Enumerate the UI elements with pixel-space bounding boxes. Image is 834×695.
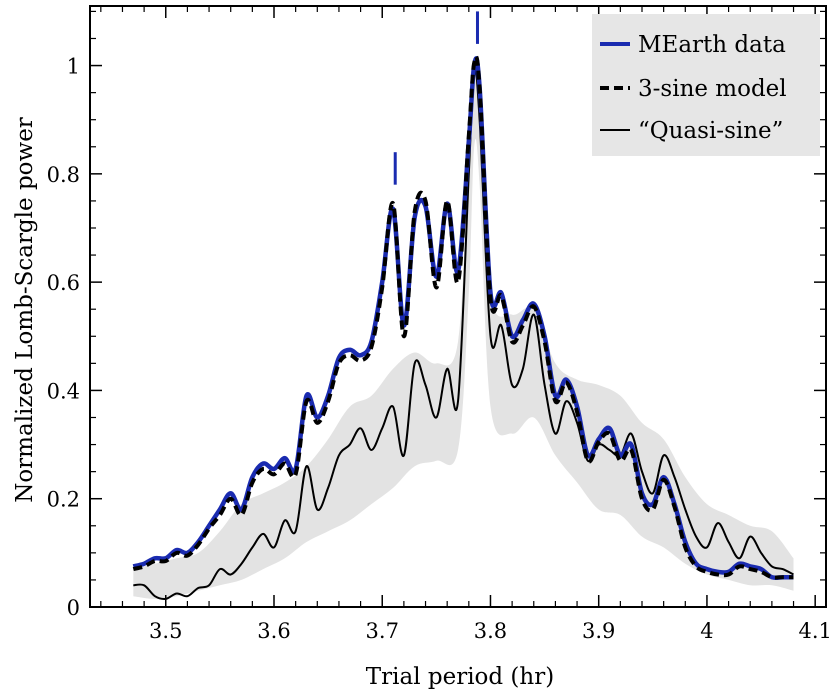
- x-tick-label: 3.7: [366, 619, 399, 643]
- x-tick-label: 4: [700, 619, 713, 643]
- y-tick-label: 0.4: [47, 379, 80, 403]
- quasi-sine-band: [133, 60, 794, 599]
- quasi-sine-band-layer: [133, 60, 794, 599]
- x-tick-label: 4.1: [798, 619, 831, 643]
- x-axis-label: Trial period (hr): [366, 664, 554, 690]
- y-axis-label: Normalized Lomb-Scargle power: [12, 117, 38, 503]
- legend: MEarth data 3-sine model “Quasi-sine”: [592, 14, 820, 156]
- legend-label-quasi: “Quasi-sine”: [638, 118, 783, 144]
- three-sine-model-line: [132, 54, 794, 580]
- legend-label-mearth: MEarth data: [638, 32, 786, 58]
- legend-label-model: 3-sine model: [638, 76, 787, 102]
- x-tick-label: 3.5: [149, 619, 182, 643]
- plot-frame: [89, 5, 827, 608]
- y-tick-label: 0.8: [47, 163, 80, 187]
- y-tick-label: 0.6: [47, 271, 80, 295]
- y-tick-label: 0.2: [47, 488, 80, 512]
- x-tick-label: 3.9: [582, 619, 615, 643]
- y-tick-label: 1: [67, 55, 80, 79]
- axes-layer: 3.5 3.6 3.7 3.8 3.9 4 4.1 0 0.2 0.4 0.6 0.8 1: [47, 5, 832, 643]
- series-layer: [132, 54, 794, 600]
- quasi-sine-line: [133, 67, 794, 600]
- x-tick-label: 3.6: [257, 619, 290, 643]
- legend-background: [592, 14, 820, 156]
- y-tick-label: 0: [67, 596, 80, 620]
- x-tick-label: 3.8: [474, 619, 507, 643]
- peak-marker-layer: [393, 11, 479, 185]
